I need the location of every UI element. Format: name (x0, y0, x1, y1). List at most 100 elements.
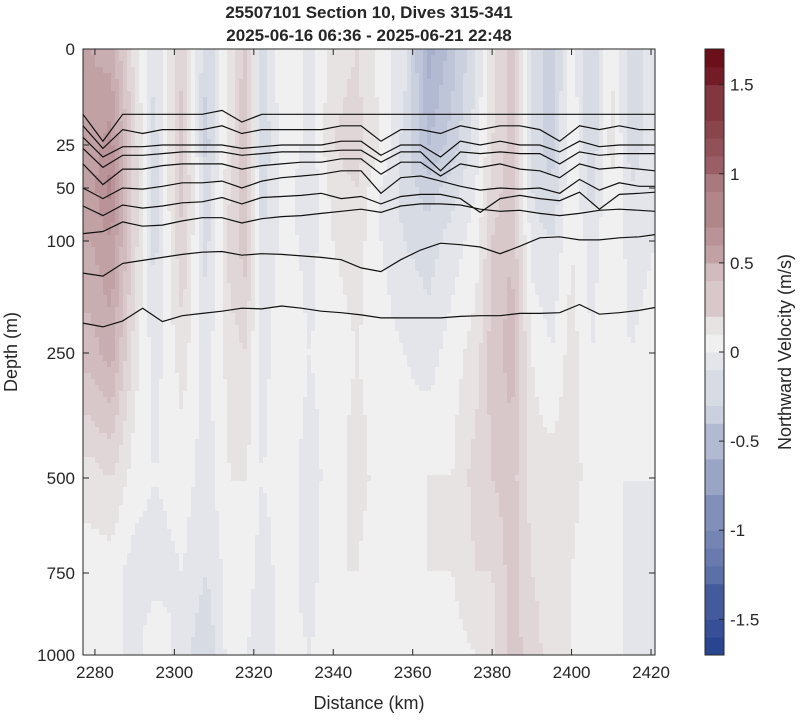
velocity-cell (271, 103, 276, 110)
velocity-cell (399, 145, 404, 152)
velocity-cell (467, 241, 472, 248)
velocity-cell (415, 169, 420, 176)
velocity-cell (235, 103, 240, 110)
velocity-cell (487, 229, 492, 236)
velocity-cell (123, 187, 128, 194)
velocity-cell (91, 151, 96, 158)
velocity-cell (443, 115, 448, 122)
velocity-cell (131, 91, 136, 98)
velocity-cell (87, 103, 92, 110)
velocity-cell (447, 61, 452, 68)
velocity-cell (527, 151, 532, 158)
velocity-cell (459, 109, 464, 116)
velocity-cell (571, 91, 576, 98)
velocity-cell (319, 205, 324, 212)
velocity-cell (439, 169, 444, 176)
velocity-cell (107, 247, 112, 254)
velocity-cell (591, 139, 596, 146)
velocity-cell (183, 121, 188, 128)
velocity-cell (379, 187, 384, 194)
velocity-cell (191, 79, 196, 86)
velocity-cell (139, 127, 144, 134)
velocity-cell (603, 157, 608, 164)
velocity-cell (583, 67, 588, 74)
velocity-cell (199, 223, 204, 230)
velocity-cell (543, 247, 548, 254)
velocity-cell (627, 73, 632, 80)
velocity-cell (91, 91, 96, 98)
velocity-cell (519, 163, 524, 170)
velocity-cell (563, 151, 568, 158)
velocity-cell (567, 115, 572, 122)
velocity-cell (595, 151, 600, 158)
velocity-cell (635, 115, 640, 122)
velocity-cell (203, 67, 208, 74)
velocity-cell (611, 79, 616, 86)
velocity-cell (215, 169, 220, 176)
velocity-cell (511, 217, 516, 224)
velocity-cell (507, 91, 512, 98)
velocity-cell (535, 61, 540, 68)
velocity-cell (151, 109, 156, 116)
velocity-cell (151, 175, 156, 182)
velocity-cell (259, 133, 264, 140)
velocity-cell (455, 61, 460, 68)
velocity-cell (395, 85, 400, 92)
velocity-cell (267, 229, 272, 236)
velocity-cell (391, 55, 396, 62)
velocity-cell (551, 121, 556, 128)
velocity-cell (279, 61, 284, 68)
velocity-cell (439, 61, 444, 68)
velocity-cell (323, 247, 328, 254)
velocity-cell (231, 253, 236, 260)
velocity-cell (499, 79, 504, 86)
velocity-cell (407, 169, 412, 176)
velocity-cell (591, 85, 596, 92)
velocity-cell (375, 91, 380, 98)
velocity-cell (183, 133, 188, 140)
velocity-cell (311, 115, 316, 122)
velocity-cell (351, 187, 356, 194)
velocity-cell (235, 181, 240, 188)
velocity-cell (191, 91, 196, 98)
velocity-cell (575, 253, 580, 260)
velocity-cell (159, 103, 164, 110)
velocity-cell (123, 55, 128, 62)
velocity-cell (295, 85, 300, 92)
velocity-cell (351, 49, 356, 56)
velocity-cell (475, 91, 480, 98)
velocity-cell (111, 133, 116, 140)
velocity-cell (143, 49, 148, 56)
velocity-cell (259, 175, 264, 182)
velocity-cell (603, 133, 608, 140)
velocity-cell (263, 145, 268, 152)
velocity-cell (107, 253, 112, 260)
velocity-cell (587, 205, 592, 212)
velocity-cell (243, 241, 248, 248)
velocity-cell (139, 61, 144, 68)
velocity-cell (135, 235, 140, 242)
velocity-cell (403, 205, 408, 212)
velocity-cell (343, 133, 348, 140)
velocity-cell (631, 97, 636, 104)
velocity-cell (283, 151, 288, 158)
velocity-cell (519, 151, 524, 158)
velocity-cell (595, 253, 600, 260)
velocity-cell (95, 211, 100, 218)
velocity-cell (591, 217, 596, 224)
velocity-cell (199, 247, 204, 254)
velocity-cell (211, 145, 216, 152)
velocity-cell (91, 133, 96, 140)
velocity-cell (303, 79, 308, 86)
velocity-cell (579, 127, 584, 134)
velocity-cell (267, 49, 272, 56)
velocity-cell (87, 253, 92, 260)
velocity-cell (155, 217, 160, 224)
velocity-cell (475, 55, 480, 62)
velocity-cell (311, 49, 316, 56)
velocity-cell (599, 85, 604, 92)
velocity-cell (311, 241, 316, 248)
velocity-cell (583, 247, 588, 254)
velocity-cell (351, 193, 356, 200)
velocity-cell (355, 235, 360, 242)
